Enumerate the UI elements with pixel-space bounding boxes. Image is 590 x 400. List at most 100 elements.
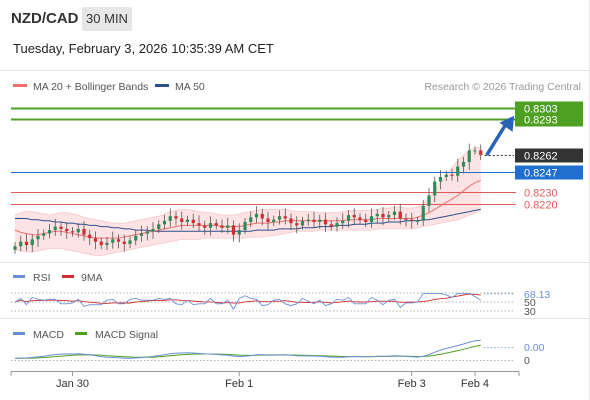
candle [214, 219, 218, 230]
candle-body [260, 213, 264, 219]
candle-body [438, 176, 443, 182]
candle-body [203, 225, 207, 228]
candle [93, 231, 98, 250]
candle [323, 212, 328, 233]
candle [65, 222, 69, 239]
candle [36, 229, 40, 248]
rsi-ma-legend-swatch [62, 275, 74, 278]
candle [237, 223, 241, 243]
candle-body [415, 220, 420, 222]
candle [70, 227, 75, 237]
candle [295, 216, 299, 234]
candle-body [180, 218, 184, 222]
rsi-ma-line [14, 293, 481, 304]
resistance-tag-bg [515, 101, 583, 116]
ma50-line [15, 208, 481, 232]
rsi-legend-label: RSI [33, 272, 51, 284]
macd-line [14, 339, 481, 359]
candle-body [185, 219, 190, 222]
candle [467, 143, 471, 170]
bollinger-bands [14, 146, 481, 256]
candle [312, 211, 316, 228]
candle-body [243, 221, 247, 231]
support-tag-label: 0.8220 [524, 200, 558, 212]
forecast-arrow [485, 115, 514, 156]
ma50-legend-label: MA 50 [175, 81, 205, 93]
candle-body [42, 233, 46, 236]
candle [479, 144, 483, 160]
last_price-tag-bg [515, 148, 583, 163]
candle-body [208, 223, 213, 228]
candle-body [53, 226, 57, 231]
candle-body [381, 213, 385, 218]
candle-body [312, 219, 316, 222]
macd-legend-label: MACD [33, 329, 64, 341]
candle [277, 210, 282, 225]
ma20-line [14, 179, 481, 239]
candle-body [323, 219, 328, 225]
candle [456, 158, 460, 182]
ma20-legend-label: MA 20 + Bollinger Bands [33, 81, 148, 93]
candle [139, 225, 144, 242]
rsi-line [14, 292, 482, 311]
candle [415, 216, 420, 225]
candle-body [70, 231, 75, 233]
forecast-arrow-head [499, 115, 514, 132]
candle [128, 236, 132, 248]
candle [243, 217, 247, 235]
candle [444, 170, 448, 182]
rsi-tick-label: 68.13 [524, 289, 550, 301]
candle [404, 213, 408, 227]
candle-body [433, 181, 437, 196]
candle-body [24, 241, 29, 246]
candle [369, 208, 374, 228]
candle-body [162, 220, 167, 225]
candle-body [329, 224, 333, 227]
candle [122, 234, 126, 252]
candle-body [13, 246, 17, 250]
candle-body [220, 225, 224, 228]
candle-body [88, 234, 92, 239]
candle-body [254, 213, 259, 218]
candle-body [65, 228, 69, 232]
candle [162, 214, 167, 230]
candle-body [139, 233, 144, 236]
time-axis-label: Feb 4 [461, 378, 489, 390]
candle-body [59, 226, 63, 229]
candle [111, 231, 115, 249]
macd-signal-legend-swatch [75, 332, 87, 335]
rsi-tick-label: 50 [524, 297, 536, 309]
timeframe-badge[interactable]: 30 MIN [82, 7, 132, 31]
pivot-tag-bg [515, 165, 583, 180]
bollinger-upper-line [14, 146, 481, 224]
candle-body [82, 228, 86, 235]
candle [19, 235, 23, 252]
candle [82, 221, 86, 241]
candle-body [134, 235, 138, 241]
candle [375, 208, 379, 224]
candle-body [30, 239, 34, 246]
candle [335, 217, 339, 232]
candle [220, 219, 224, 233]
candle [59, 221, 63, 236]
macd-signal-legend-label: MACD Signal [95, 329, 158, 341]
candle [358, 213, 362, 224]
candle-body [335, 223, 339, 227]
candle-body [289, 218, 293, 224]
candle [151, 222, 155, 239]
candle [272, 215, 276, 227]
candle-body [36, 235, 40, 240]
candle [231, 220, 236, 242]
candle-body [392, 211, 397, 216]
forecast-arrow-shaft [485, 119, 510, 156]
candle-body [157, 224, 161, 229]
candle-body [151, 228, 155, 232]
candle-body [99, 241, 103, 246]
candle [352, 208, 356, 226]
resistance-tag-label: 0.8293 [524, 115, 558, 127]
candle [329, 220, 333, 231]
candle [157, 220, 161, 233]
bollinger-lower-line [14, 210, 481, 256]
candle-body [341, 220, 345, 224]
